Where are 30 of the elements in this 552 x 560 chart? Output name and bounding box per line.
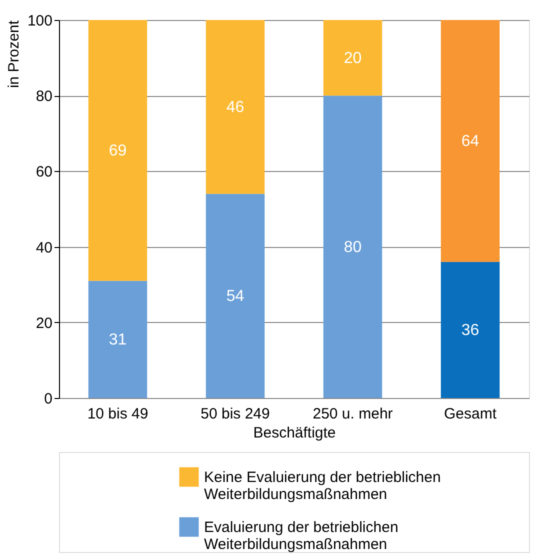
legend-label: Evaluierung der betrieblichen Weiterbildungsmaßnahmen bbox=[204, 519, 398, 553]
y-tick-label: 40 bbox=[36, 239, 52, 256]
x-tick-label: 10 bis 49 bbox=[87, 406, 148, 422]
y-tick-label: 80 bbox=[36, 88, 52, 106]
bar bbox=[206, 194, 265, 398]
data-label: 46 bbox=[226, 98, 244, 116]
bar bbox=[206, 20, 265, 194]
data-label: 36 bbox=[461, 322, 480, 339]
bar bbox=[323, 20, 382, 96]
bar bbox=[323, 96, 382, 398]
legend-label: Keine Evaluierung der betrieblichen Weiterbildungsmaßnahmen bbox=[204, 469, 441, 503]
y-tick-label: 60 bbox=[36, 164, 52, 181]
data-label: 54 bbox=[226, 288, 244, 305]
y-tick-label: 0 bbox=[44, 390, 52, 408]
bar bbox=[88, 20, 148, 281]
data-label: 31 bbox=[108, 331, 127, 348]
x-tick-label: 50 bis 249 bbox=[200, 406, 270, 422]
y-tick-label: 100 bbox=[27, 12, 52, 30]
data-label: 20 bbox=[344, 50, 362, 67]
data-label: 80 bbox=[344, 238, 362, 256]
bar bbox=[440, 262, 500, 398]
x-axis-title: Beschäftigte bbox=[253, 424, 336, 442]
y-axis-title: in Prozent bbox=[6, 20, 22, 88]
bar bbox=[88, 280, 148, 398]
x-tick-label: Gesamt bbox=[444, 406, 498, 422]
bar bbox=[440, 20, 500, 262]
data-label: 69 bbox=[108, 142, 127, 160]
x-tick-label: 250 u. mehr bbox=[312, 406, 393, 422]
y-tick-label: 20 bbox=[36, 314, 52, 332]
data-label: 64 bbox=[461, 132, 480, 150]
